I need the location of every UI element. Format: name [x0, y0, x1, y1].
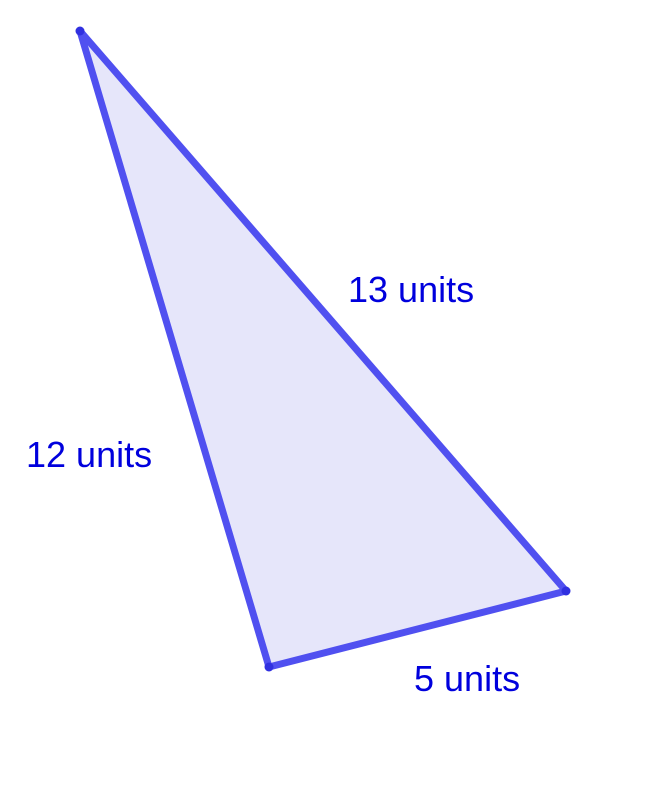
side-5-units	[265, 587, 570, 671]
vertex-top	[75, 26, 85, 36]
triangle-fill	[80, 31, 566, 667]
vertex-right	[561, 586, 571, 596]
side-13-units	[76, 27, 570, 595]
label-left-side: 12 units	[26, 434, 152, 475]
side-12-units	[76, 27, 273, 671]
vertex-bottom	[264, 662, 274, 672]
label-bottom-side: 5 units	[414, 658, 520, 699]
label-hypotenuse: 13 units	[348, 269, 474, 310]
